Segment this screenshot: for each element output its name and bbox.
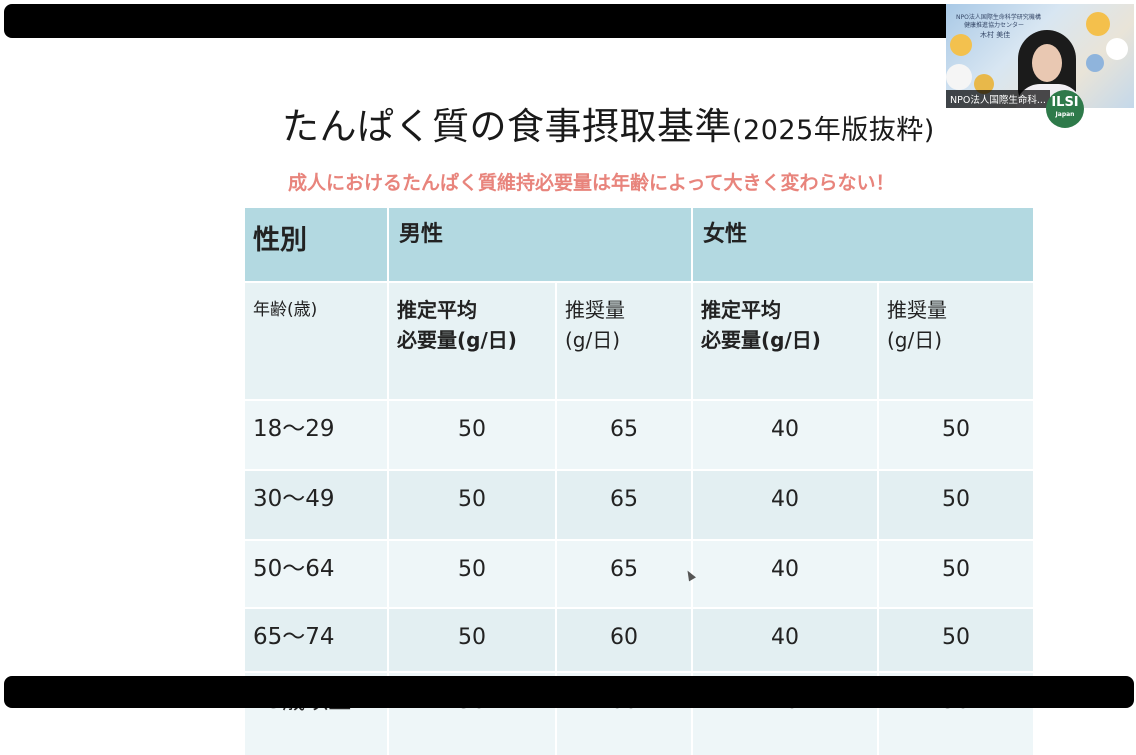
table-header-row-sex: 性別 男性 女性 [245, 208, 1033, 282]
age-cell: 30〜49 [245, 469, 388, 540]
slide-title: たんぱく質の食事摂取基準(2025年版抜粋) [282, 96, 935, 150]
ilsi-logo: ILSI Japan [1046, 90, 1084, 128]
rda-line-1: 推奨量 [887, 298, 947, 322]
logo-sub: Japan [1055, 111, 1075, 118]
male-ear-cell: 50 [387, 539, 556, 608]
male-ear-cell: 50 [387, 399, 556, 470]
male-rda-cell: 65 [555, 469, 692, 540]
female-rda-cell: 50 [877, 539, 1033, 608]
background-petal [950, 34, 972, 56]
female-rda-cell: 50 [877, 469, 1033, 540]
female-ear-cell: 40 [691, 399, 878, 470]
male-rda-cell: 60 [555, 607, 692, 672]
ear-line-2: 必要量(g/日) [701, 328, 821, 352]
female-ear-cell: 40 [691, 539, 878, 608]
male-ear-cell: 50 [387, 469, 556, 540]
video-org-line: NPO法人国際生命科学研究機構 [956, 14, 1041, 21]
male-header: 男性 [387, 208, 692, 282]
background-petal [1106, 38, 1128, 60]
background-petal [1086, 12, 1110, 36]
rda-line-2: (g/日) [887, 328, 943, 352]
male-ear-cell: 50 [387, 607, 556, 672]
age-label: 年齢(歳) [245, 281, 388, 400]
background-petal [974, 74, 994, 94]
female-ear-cell: 40 [691, 607, 878, 672]
bottom-letterbox [4, 676, 1134, 708]
title-main: たんぱく質の食事摂取基準 [282, 105, 732, 148]
female-ear-header: 推定平均 必要量(g/日) [691, 281, 878, 400]
age-cell: 50〜64 [245, 539, 388, 608]
female-rda-cell: 50 [877, 607, 1033, 672]
male-rda-cell: 65 [555, 399, 692, 470]
background-petal [1086, 54, 1104, 72]
sex-label: 性別 [245, 208, 388, 282]
age-cell: 18〜29 [245, 399, 388, 470]
ear-line-2: 必要量(g/日) [397, 328, 517, 352]
male-rda-cell: 65 [555, 539, 692, 608]
female-header: 女性 [691, 208, 1033, 282]
slide-subtitle: 成人におけるたんぱく質維持必要量は年齢によって大きく変わらない！ [288, 172, 895, 194]
ear-line-1: 推定平均 [397, 298, 477, 322]
male-rda-header: 推奨量 (g/日) [555, 281, 692, 400]
table-row: 65〜74 50 60 40 50 [245, 607, 1033, 672]
rda-line-2: (g/日) [565, 328, 621, 352]
protein-intake-table: 性別 男性 女性 年齢(歳) 推定平均 必要量(g/日) 推奨量 (g/日) 推… [245, 208, 1033, 755]
table-row: 30〜49 50 65 40 50 [245, 469, 1033, 540]
female-ear-cell: 40 [691, 469, 878, 540]
female-rda-header: 推奨量 (g/日) [877, 281, 1033, 400]
title-suffix: (2025年版抜粋) [732, 115, 935, 146]
logo-mark: ILSI [1051, 95, 1079, 110]
rda-line-1: 推奨量 [565, 298, 625, 322]
video-speaker-name: 木村 美佳 [980, 31, 1011, 39]
speaker-face [1032, 44, 1062, 82]
female-rda-cell: 50 [877, 399, 1033, 470]
video-dept-line: 健康推進協力センター [964, 22, 1025, 29]
participant-video-thumbnail[interactable]: NPO法人国際生命科学研究機構 健康推進協力センター 木村 美佳 NPO法人国際… [946, 4, 1134, 108]
background-petal [946, 64, 972, 90]
table-row: 18〜29 50 65 40 50 [245, 399, 1033, 470]
male-ear-header: 推定平均 必要量(g/日) [387, 281, 556, 400]
top-letterbox [4, 4, 1134, 38]
table-row: 50〜64 50 65 40 50 [245, 539, 1033, 608]
participant-name-label: NPO法人国際生命科... [946, 90, 1050, 108]
table-header-row-columns: 年齢(歳) 推定平均 必要量(g/日) 推奨量 (g/日) 推定平均 必要量(g… [245, 281, 1033, 400]
age-cell: 65〜74 [245, 607, 388, 672]
ear-line-1: 推定平均 [701, 298, 781, 322]
